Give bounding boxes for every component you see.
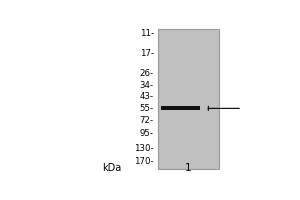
Bar: [158, 29, 219, 169]
Text: 43-: 43-: [140, 92, 154, 101]
Text: 72-: 72-: [140, 116, 154, 125]
Text: 55-: 55-: [140, 104, 154, 113]
Text: 26-: 26-: [140, 69, 154, 78]
Text: 170-: 170-: [134, 157, 154, 166]
Text: kDa: kDa: [102, 163, 121, 173]
Text: 34-: 34-: [140, 81, 154, 90]
Text: 1: 1: [185, 163, 192, 173]
Text: 95-: 95-: [140, 129, 154, 138]
Text: 130-: 130-: [134, 144, 154, 153]
Bar: [161, 106, 200, 110]
Text: 17-: 17-: [140, 49, 154, 58]
Text: 11-: 11-: [140, 29, 154, 38]
